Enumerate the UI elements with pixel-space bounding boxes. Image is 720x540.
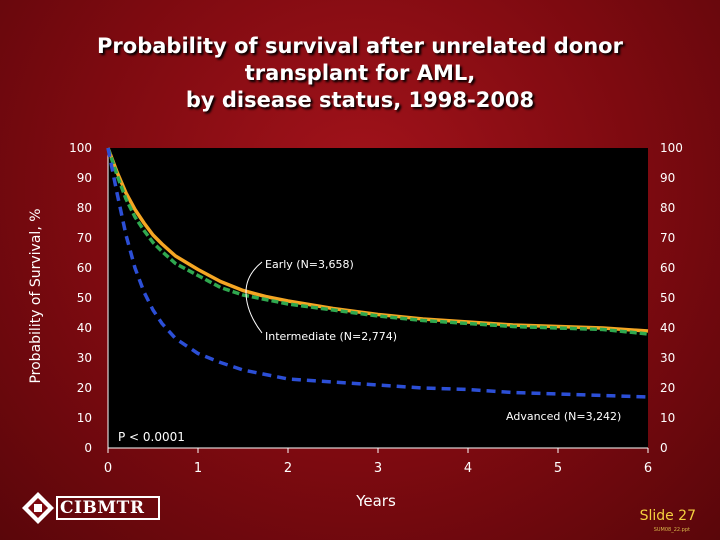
x-tick-label: 1 — [194, 461, 202, 476]
x-axis-title: Years — [356, 492, 396, 510]
series-line-early — [106, 147, 649, 333]
slide-file-name: SUM08_22.ppt — [653, 527, 690, 533]
y-tick-label-right: 30 — [660, 351, 675, 365]
p-value-annotation: P < 0.0001 — [118, 430, 185, 444]
chart-title-line: transplant for AML, — [244, 61, 476, 85]
series-label-intermediate: Intermediate (N=2,774) — [265, 330, 397, 343]
y-tick-label-right: 20 — [660, 381, 675, 395]
series-label-early: Early (N=3,658) — [265, 258, 354, 271]
x-tick-label: 3 — [374, 461, 382, 476]
y-tick-label-left: 0 — [84, 441, 92, 455]
y-tick-label-right: 0 — [660, 441, 668, 455]
chart-title-line: by disease status, 1998-2008 — [185, 88, 535, 112]
y-tick-label-right: 70 — [660, 231, 675, 245]
x-tick-label: 2 — [284, 461, 292, 476]
x-tick-label: 0 — [104, 461, 112, 476]
chart-title: Probability of survival after unrelated … — [0, 33, 720, 114]
y-tick-label-right: 40 — [660, 321, 675, 335]
logo-mark-icon — [22, 492, 54, 524]
y-tick-label-left: 50 — [77, 291, 92, 305]
y-tick-label-left: 80 — [77, 201, 92, 215]
x-tick-label: 4 — [464, 461, 472, 476]
y-tick-label-right: 100 — [660, 141, 683, 155]
y-tick-label-left: 20 — [77, 381, 92, 395]
y-tick-label-left: 60 — [77, 261, 92, 275]
label-bracket — [245, 261, 263, 334]
y-tick-label-right: 80 — [660, 201, 675, 215]
y-tick-label-left: 40 — [77, 321, 92, 335]
y-tick-label-left: 30 — [77, 351, 92, 365]
slide-number: Slide 27 — [639, 508, 696, 524]
y-tick-label-left: 70 — [77, 231, 92, 245]
cibmtr-logo: CIBMTR — [20, 490, 160, 526]
y-tick-label-left: 90 — [77, 171, 92, 185]
y-tick-label-left: 10 — [77, 411, 92, 425]
y-tick-label-right: 60 — [660, 261, 675, 275]
series-line-intermediate — [106, 147, 649, 336]
y-tick-label-left: 100 — [69, 141, 92, 155]
chart-title-line: Probability of survival after unrelated … — [97, 34, 623, 58]
plot-area — [108, 148, 648, 448]
y-tick-label-right: 10 — [660, 411, 675, 425]
y-tick-label-right: 90 — [660, 171, 675, 185]
x-tick-label: 6 — [644, 461, 652, 476]
x-tick-label: 5 — [554, 461, 562, 476]
y-tick-label-right: 50 — [660, 291, 675, 305]
logo-text: CIBMTR — [60, 498, 145, 518]
series-label-advanced: Advanced (N=3,242) — [506, 410, 621, 423]
logo-frame — [56, 496, 160, 520]
